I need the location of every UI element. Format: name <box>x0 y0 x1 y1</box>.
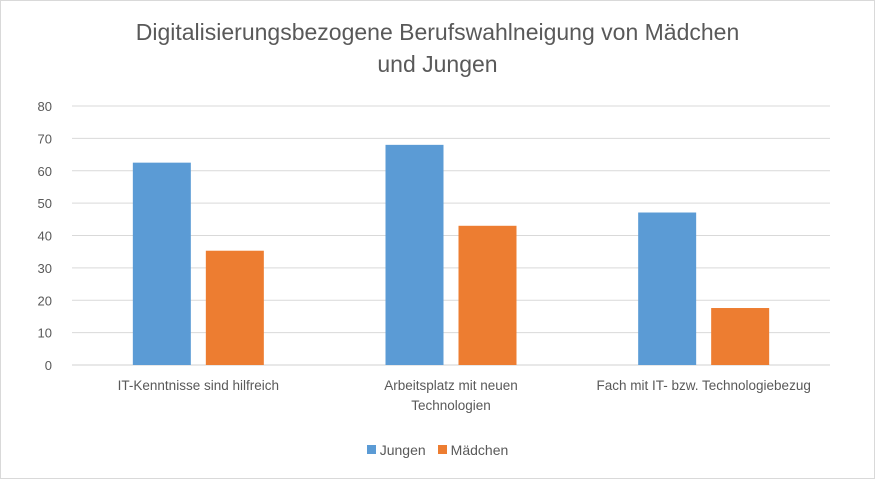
legend-swatch <box>437 445 447 454</box>
y-tick-label: 0 <box>45 358 52 373</box>
y-tick-label: 70 <box>38 131 52 146</box>
y-tick-label: 40 <box>38 229 52 244</box>
legend-label: Jungen <box>379 441 426 458</box>
bar-maedchen <box>458 225 517 365</box>
x-category-label: Technologien <box>411 398 491 413</box>
y-tick-label: 20 <box>38 293 52 308</box>
bar-jungen <box>132 162 191 365</box>
chart-title: Digitalisierungsbezogene Berufswahlneigu… <box>0 16 875 80</box>
y-tick-label: 80 <box>38 99 52 114</box>
x-category-label: IT-Kenntnisse sind hilfreich <box>118 378 279 393</box>
bar-maedchen <box>711 308 770 365</box>
y-tick-label: 60 <box>38 164 52 179</box>
bar-jungen <box>638 212 697 365</box>
y-tick-label: 10 <box>38 326 52 341</box>
bar-maedchen <box>205 250 264 365</box>
chart-title-line-1: Digitalisierungsbezogene Berufswahlneigu… <box>135 19 740 45</box>
legend-item: Jungen <box>366 441 426 458</box>
legend-swatch <box>366 445 376 454</box>
legend-item: Mädchen <box>437 441 509 458</box>
legend-label: Mädchen <box>450 441 509 458</box>
x-category-label: Fach mit IT- bzw. Technologiebezug <box>596 378 810 393</box>
bar-jungen <box>385 144 444 365</box>
y-tick-label: 30 <box>38 261 52 276</box>
legend: Jungen Mädchen <box>0 441 875 458</box>
chart-title-line-2: und Jungen <box>377 51 498 77</box>
x-category-label: Arbeitsplatz mit neuen <box>384 378 518 393</box>
y-tick-label: 50 <box>38 196 52 211</box>
